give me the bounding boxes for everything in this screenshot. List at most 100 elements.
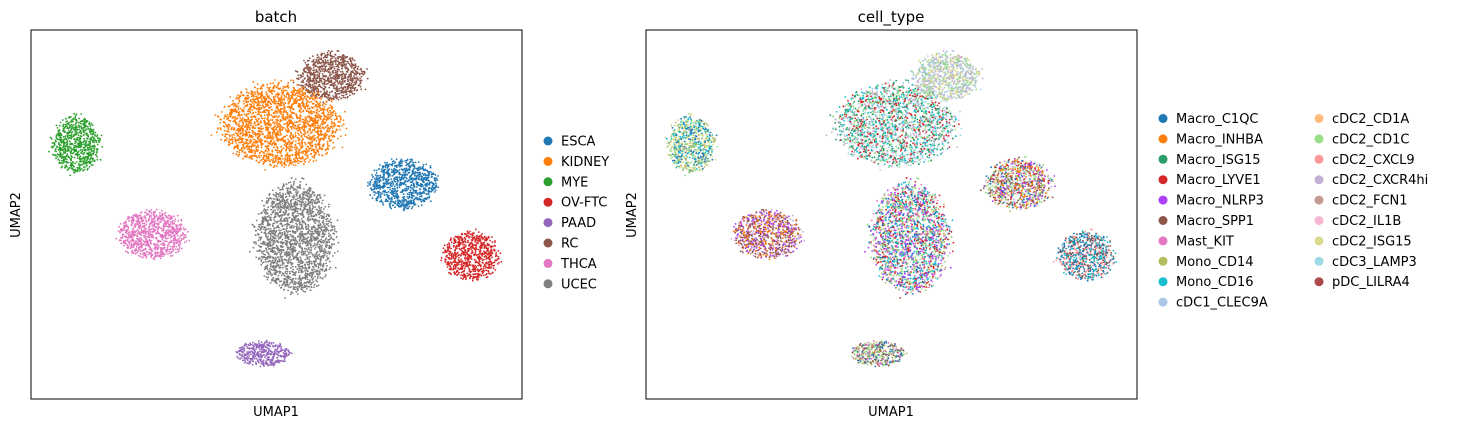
cluster-macro-spp1 [907,49,984,104]
legend-item-cdc2-isg15: cDC2_ISG15 [1314,234,1412,249]
legend-label-mye: MYE [561,175,588,190]
legend-label-rc: RC [561,237,578,252]
legend-label-kidney: KIDNEY [561,155,609,170]
legend-item-macro-inhba: Macro_INHBA [1158,132,1263,147]
legend-label-macro-lyve1: Macro_LYVE1 [1176,173,1261,188]
legend-item-macro-lyve1: Macro_LYVE1 [1158,173,1261,188]
legend-item-esca: ESCA [543,135,596,150]
legend-marker-esca [543,136,553,146]
legend-label-mono-cd16: Mono_CD16 [1176,275,1254,290]
legend-marker-mono-cd14 [1158,256,1168,266]
legend-label-cdc2-cd1a: cDC2_CD1A [1332,112,1409,127]
cluster-ucec [249,177,340,299]
cell-type-x-axis-label: UMAP1 [868,405,914,420]
legend-label-paad: PAAD [561,216,596,231]
legend-item-macro-spp1: Macro_SPP1 [1158,214,1254,229]
legend-marker-pdc-lilra4 [1314,277,1324,287]
legend-item-mye: MYE [543,175,588,190]
legend-marker-kidney [543,156,553,166]
legend-marker-cdc2-cxcl9 [1314,154,1324,164]
legend-label-cdc2-cxcr4hi: cDC2_CXCR4hi [1332,173,1428,188]
legend-item-ucec: UCEC [543,277,597,292]
legend-item-cdc2-cxcr4hi: cDC2_CXCR4hi [1314,173,1428,188]
cell-type-axes-frame [645,29,1138,400]
batch-axes-frame [30,29,523,400]
legend-item-cdc1-clec9a: cDC1_CLEC9A [1158,296,1268,311]
batch-umap-panel: batch UMAP1 UMAP2 ESCA KIDNEY MYE OV-FTC PAA… [9,8,609,420]
legend-marker-mast-kit [1158,236,1168,246]
legend-item-cdc2-cd1c: cDC2_CD1C [1314,132,1409,147]
legend-item-macro-isg15: Macro_ISG15 [1158,153,1261,168]
legend-marker-cdc3-lamp3 [1314,256,1324,266]
cluster-paad [235,339,293,368]
legend-label-esca: ESCA [561,135,596,150]
legend-marker-cdc2-cxcr4hi [1314,175,1324,185]
legend-marker-macro-isg15 [1158,154,1168,164]
cluster-macro-c1qc [979,156,1056,212]
legend-item-macro-c1qc: Macro_C1QC [1158,112,1259,127]
legend-marker-macro-spp1 [1158,216,1168,225]
legend-marker-paad [543,218,553,228]
cluster-macro-lyve1 [1052,228,1118,282]
cluster-thca [115,208,191,261]
legend-label-ucec: UCEC [561,277,597,292]
legend-marker-mono-cd16 [1158,277,1168,287]
legend-marker-cdc2-isg15 [1314,236,1324,246]
legend-item-ov-ftc: OV-FTC [543,196,607,211]
legend-label-cdc2-cd1c: cDC2_CD1C [1332,132,1409,147]
batch-plot-title: batch [255,8,297,26]
legend-marker-ucec [543,279,553,289]
legend-label-mast-kit: Mast_KIT [1176,234,1234,249]
legend-label-cdc2-cxcl9: cDC2_CXCL9 [1332,153,1415,168]
legend-item-paad: PAAD [543,216,596,231]
cluster-mono-cd14 [864,177,955,299]
legend-item-cdc2-cxcl9: cDC2_CXCL9 [1314,153,1415,168]
cluster-macro-isg15 [664,112,718,177]
legend-label-macro-inhba: Macro_INHBA [1176,132,1263,147]
legend-label-thca: THCA [560,257,597,272]
legend-marker-cdc2-il1b [1314,216,1324,225]
legend-item-macro-nlrp3: Macro_NLRP3 [1158,194,1264,209]
legend-marker-rc [543,238,553,248]
legend-marker-macro-nlrp3 [1158,195,1168,205]
cluster-mye [48,112,103,177]
legend-marker-cdc2-cd1c [1314,134,1324,144]
legend-label-mono-cd14: Mono_CD14 [1176,255,1254,270]
legend-label-cdc2-il1b: cDC2_IL1B [1332,214,1401,229]
cell-type-scatter-points [664,49,1118,368]
legend-label-macro-c1qc: Macro_C1QC [1176,112,1259,127]
legend-marker-macro-c1qc [1158,114,1168,123]
legend-marker-mye [543,177,553,187]
cluster-kidney [210,79,348,171]
legend-item-cdc2-il1b: cDC2_IL1B [1314,214,1401,229]
legend-label-ov-ftc: OV-FTC [561,196,607,211]
legend-marker-ov-ftc [543,197,553,207]
legend-marker-cdc2-cd1a [1314,114,1324,123]
legend-item-mono-cd16: Mono_CD16 [1158,275,1254,290]
legend-item-mast-kit: Mast_KIT [1158,234,1234,249]
batch-y-axis-label: UMAP2 [9,192,24,238]
cluster-macro-inhba [825,79,963,171]
legend-marker-cdc1-clec9a [1158,297,1168,307]
cell-type-umap-panel: cell_type UMAP1 UMAP2 Macro_C1QC Macro_IN… [625,8,1428,420]
batch-legend: ESCA KIDNEY MYE OV-FTC PAAD RC THCA UCEC [543,135,609,292]
legend-marker-thca [543,258,553,268]
legend-item-thca: THCA [543,257,597,272]
legend-item-pdc-lilra4: pDC_LILRA4 [1314,275,1410,290]
cluster-ov-ftc [440,228,503,282]
batch-scatter-points [48,49,503,368]
cluster-esca [367,158,440,212]
legend-label-macro-isg15: Macro_ISG15 [1176,153,1261,168]
legend-label-macro-spp1: Macro_SPP1 [1176,214,1254,229]
legend-label-cdc1-clec9a: cDC1_CLEC9A [1176,296,1268,311]
legend-label-cdc2-isg15: cDC2_ISG15 [1332,234,1412,249]
legend-item-cdc3-lamp3: cDC3_LAMP3 [1314,255,1417,270]
legend-label-cdc2-fcn1: cDC2_FCN1 [1332,194,1408,209]
cluster-macro-nlrp3 [851,339,908,368]
legend-label-macro-nlrp3: Macro_NLRP3 [1176,194,1264,209]
cell-type-plot-title: cell_type [858,8,925,27]
legend-item-cdc2-cd1a: cDC2_CD1A [1314,112,1409,127]
legend-item-mono-cd14: Mono_CD14 [1158,255,1254,270]
cluster-rc [292,49,369,104]
